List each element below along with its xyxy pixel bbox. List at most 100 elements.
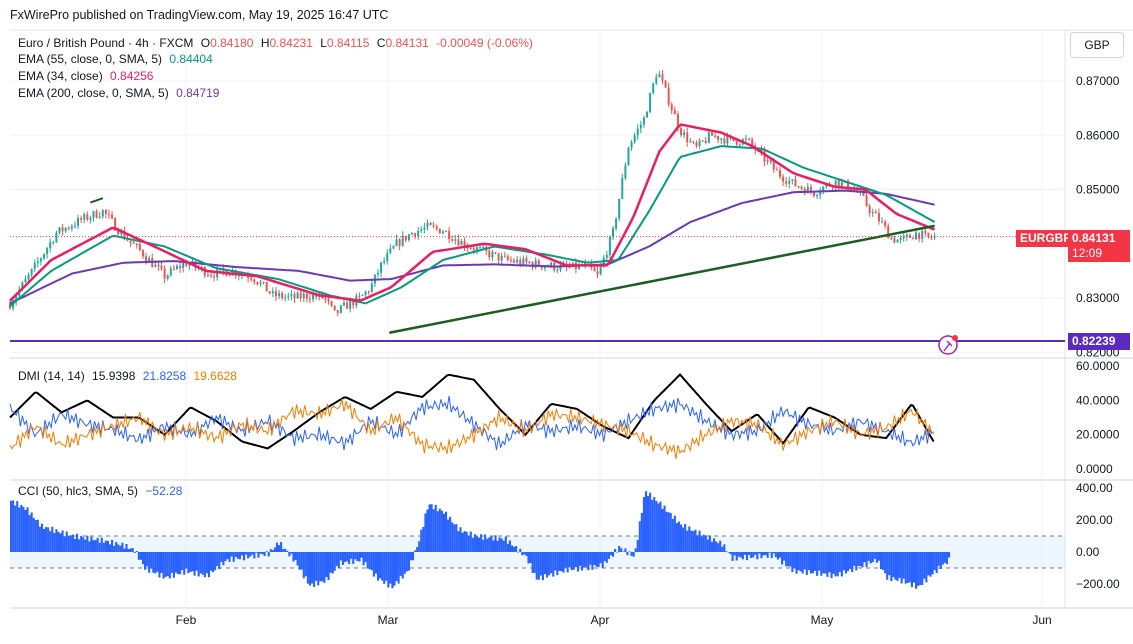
candle-body [884, 221, 887, 226]
cci-bar [692, 531, 695, 552]
cci-bar [282, 549, 285, 552]
cci-bar [607, 552, 610, 559]
candle-body [720, 138, 723, 140]
candle-body [479, 247, 482, 249]
cci-bar [24, 510, 27, 552]
candle-body [398, 239, 401, 246]
cci-bar [789, 552, 792, 567]
candle-body [627, 147, 630, 166]
cci-bar [341, 552, 345, 565]
candle-body [445, 230, 448, 232]
cci-bar [686, 530, 689, 552]
cci-bar [564, 552, 567, 568]
cci-bar [754, 552, 757, 555]
candle-body [726, 135, 729, 144]
cci-bar [389, 552, 392, 584]
symbol-title[interactable]: Euro / British Pound · 4h · FXCM [18, 36, 194, 50]
cci-bar [249, 552, 252, 557]
cci-bar [745, 552, 749, 561]
candle-body [407, 234, 410, 241]
candle-body [194, 261, 197, 268]
candle-body [819, 192, 822, 196]
cci-bar [356, 552, 359, 561]
cci-bar [412, 552, 415, 561]
candle-body [670, 104, 673, 111]
cci-bar [420, 529, 423, 552]
cci-bar [278, 545, 281, 552]
cci-bar [158, 552, 161, 578]
cci-bar [840, 552, 843, 577]
candle-body [748, 138, 751, 140]
cci-bar [40, 523, 44, 552]
cci-bar [502, 540, 505, 552]
cci-bar [216, 552, 219, 567]
ema55-label: EMA (55, close, 0, SMA, 5) [18, 52, 163, 66]
currency-button[interactable]: GBP [1070, 32, 1124, 58]
candle-body [386, 253, 389, 262]
candle-body [80, 217, 83, 220]
cci-bar [690, 530, 693, 552]
candle-body [448, 230, 451, 240]
candle-body [228, 274, 231, 277]
ema200-legend[interactable]: EMA (200, close, 0, SMA, 5) 0.84719 [18, 86, 223, 100]
cci-axis: 400.00 200.00 0.00 −200.00 [1076, 481, 1120, 591]
cci-bar [515, 546, 518, 552]
candle-body [760, 149, 763, 152]
bar-countdown: 12:09 [1072, 246, 1103, 260]
cci-bar [414, 550, 417, 552]
cci-bar [894, 552, 897, 580]
cci-bar [453, 524, 456, 552]
cci-bar [756, 552, 759, 560]
candle-body [813, 191, 815, 196]
cci-bar [504, 536, 507, 552]
candle-body [840, 182, 843, 187]
cci-bar [185, 552, 188, 569]
dmi-adx-value: 15.9398 [92, 369, 136, 383]
candle-body [358, 295, 361, 297]
candle-body [689, 141, 692, 143]
cci-bar [383, 552, 386, 584]
candle-body [460, 240, 463, 246]
candle-body [775, 169, 778, 171]
candle-body [364, 291, 367, 295]
cci-bar [61, 530, 64, 552]
alert-icon[interactable] [938, 335, 958, 355]
candle-body [278, 293, 281, 297]
cci-bar [471, 537, 474, 552]
candle-body [646, 112, 649, 118]
candle-body [383, 261, 386, 263]
cci-bar [525, 552, 528, 556]
cci-bar [461, 532, 464, 552]
candle-body [528, 261, 531, 263]
cci-bar [879, 552, 883, 570]
candle-body [290, 293, 293, 296]
candle-body [918, 232, 921, 239]
cci-bar [75, 533, 79, 552]
cci-bar [376, 552, 380, 581]
ema34-legend[interactable]: EMA (34, close) 0.84256 [18, 69, 157, 83]
cci-legend[interactable]: CCI (50, hlc3, SMA, 5) −52.28 [18, 484, 186, 498]
cci-bar [477, 537, 481, 552]
dmi-legend[interactable]: DMI (14, 14) 15.9398 21.8258 19.6628 [18, 369, 241, 383]
cci-bar [168, 552, 171, 579]
cci-bar [890, 552, 893, 582]
candle-body [556, 269, 559, 271]
cci-bar [300, 552, 303, 570]
cci-bar [370, 552, 373, 571]
cci-bar [626, 552, 629, 556]
cci-bar [772, 552, 775, 554]
cci-bar [350, 552, 353, 559]
cci-bar [523, 552, 526, 555]
cci-bar [622, 551, 625, 552]
cci-bar [760, 552, 763, 559]
candle-body [36, 261, 39, 263]
cci-bar [498, 537, 501, 552]
candle-body [568, 266, 571, 268]
cci-bar [603, 552, 606, 562]
ema55-legend[interactable]: EMA (55, close, 0, SMA, 5) 0.84404 [18, 52, 217, 66]
cci-bar [694, 529, 697, 552]
cci-bar [657, 503, 660, 552]
cci-bar [776, 552, 779, 560]
cci-bar [867, 552, 870, 561]
